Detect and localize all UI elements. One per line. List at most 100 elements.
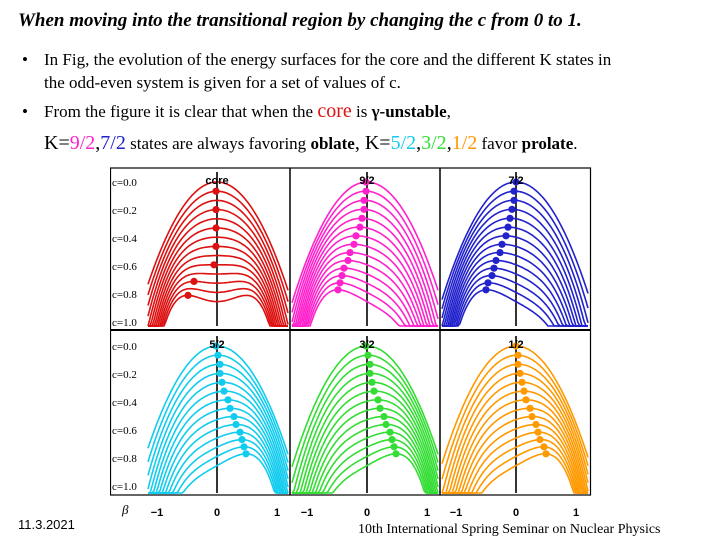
energy-curve (147, 181, 289, 291)
minimum-point (386, 428, 394, 436)
comma: , (446, 102, 451, 121)
minimum-point (358, 214, 366, 222)
minimum-point (526, 404, 534, 412)
c-value-label: c=0.6 (112, 261, 137, 273)
minimum-point (380, 412, 388, 421)
k-prefix-2: , K= (354, 132, 391, 154)
minimum-point (528, 412, 536, 421)
minimum-point (238, 436, 246, 444)
panel-label-2: 9/2 (359, 175, 374, 187)
c-value-label: c=0.0 (112, 177, 137, 189)
minimum-point (220, 387, 228, 395)
minimum-point (216, 369, 224, 377)
bullet-1-line-1: In Fig, the evolution of the energy surf… (44, 50, 612, 69)
minimum-point (484, 279, 492, 287)
energy-curve (147, 199, 289, 314)
minimum-point (492, 256, 500, 265)
c-value-label: c=0.6 (112, 425, 137, 437)
slide-title: When moving into the transitional region… (18, 10, 582, 31)
minimum-point (362, 178, 370, 186)
energy-curve (292, 243, 438, 327)
minimum-point (364, 351, 372, 359)
minimum-point (360, 196, 368, 204)
energy-curve (442, 453, 588, 494)
minimum-point (352, 232, 360, 240)
minimum-point (344, 256, 352, 265)
favor-text: favor (477, 134, 518, 153)
minimum-point (512, 178, 520, 186)
energy-curve (442, 289, 588, 327)
beta-axis-label: β (121, 502, 129, 517)
x-tick-label: −1 (301, 507, 314, 519)
c-value-label: c=1.0 (112, 317, 137, 329)
minimum-point (346, 248, 354, 257)
minimum-point (516, 369, 524, 377)
energy-curve (442, 217, 588, 327)
minimum-point (362, 187, 370, 195)
energy-curve (292, 423, 438, 494)
energy-curve (292, 415, 438, 494)
energy-curve (292, 288, 438, 327)
energy-curve (292, 381, 439, 494)
minimum-point (218, 378, 226, 386)
energy-curve (442, 251, 588, 327)
k-prefix: K= (44, 132, 70, 154)
minimum-point (532, 420, 540, 429)
energy-curve (292, 226, 438, 327)
panel-label-5: 3/2 (359, 339, 374, 351)
k-7-2: 7/2 (100, 132, 126, 154)
minimum-point (212, 187, 220, 195)
minimum-point (496, 248, 504, 257)
energy-curve (442, 407, 588, 494)
minimum-point (540, 443, 548, 451)
x-tick-label: 0 (513, 507, 519, 519)
energy-curve (292, 372, 439, 494)
c-value-label: c=0.2 (112, 205, 137, 217)
c-value-label: c=0.8 (112, 453, 137, 465)
k-1-2: 1/2 (451, 132, 478, 154)
bullet-1-marker: • (22, 50, 28, 69)
x-tick-label: −1 (450, 507, 463, 519)
minimum-point (360, 205, 368, 213)
energy-curve (148, 254, 288, 327)
bullet-1-line-2: the odd-even system is given for a set o… (44, 73, 401, 92)
c-value-label: c=0.0 (112, 341, 137, 353)
minimum-point (236, 428, 244, 436)
k-9-2: 9/2 (69, 132, 96, 154)
minimum-point (514, 351, 522, 359)
panel-label-1: core (205, 175, 228, 187)
minimum-point (350, 240, 358, 248)
c-value-label: c=0.8 (112, 289, 137, 301)
minimum-point (226, 404, 234, 412)
energy-curve (292, 259, 438, 327)
k-states-line: K=9/2,7/2 states are always favoring obl… (44, 132, 578, 155)
minimum-point (490, 264, 498, 272)
separator: , (416, 132, 422, 154)
minimum-point (382, 420, 390, 429)
minimum-point (190, 277, 198, 285)
minimum-point (340, 264, 348, 272)
minimum-point (522, 396, 530, 404)
minimum-point (510, 187, 518, 195)
minimum-point (482, 286, 490, 294)
minimum-point (536, 436, 544, 444)
x-tick-label: 1 (274, 507, 280, 519)
panel-label-4: 5/2 (209, 339, 224, 351)
energy-curve (442, 259, 588, 327)
energy-curve (148, 280, 288, 327)
minimum-point (232, 420, 240, 429)
energy-curve (442, 415, 588, 494)
k-5-2: 5/2 (390, 132, 417, 154)
prolate-word: prolate (521, 134, 574, 153)
energy-curve (291, 363, 439, 494)
minimum-point (512, 342, 520, 350)
minimum-point (374, 396, 382, 404)
minimum-point (336, 279, 344, 287)
minimum-point (212, 242, 220, 251)
minimum-point (388, 436, 396, 444)
gamma-unstable-word: γ-unstable (371, 102, 447, 121)
is-word: is (356, 102, 368, 121)
slide-date: 11.3.2021 (18, 517, 75, 532)
core-word: core (317, 100, 352, 122)
minimum-point (534, 428, 542, 436)
